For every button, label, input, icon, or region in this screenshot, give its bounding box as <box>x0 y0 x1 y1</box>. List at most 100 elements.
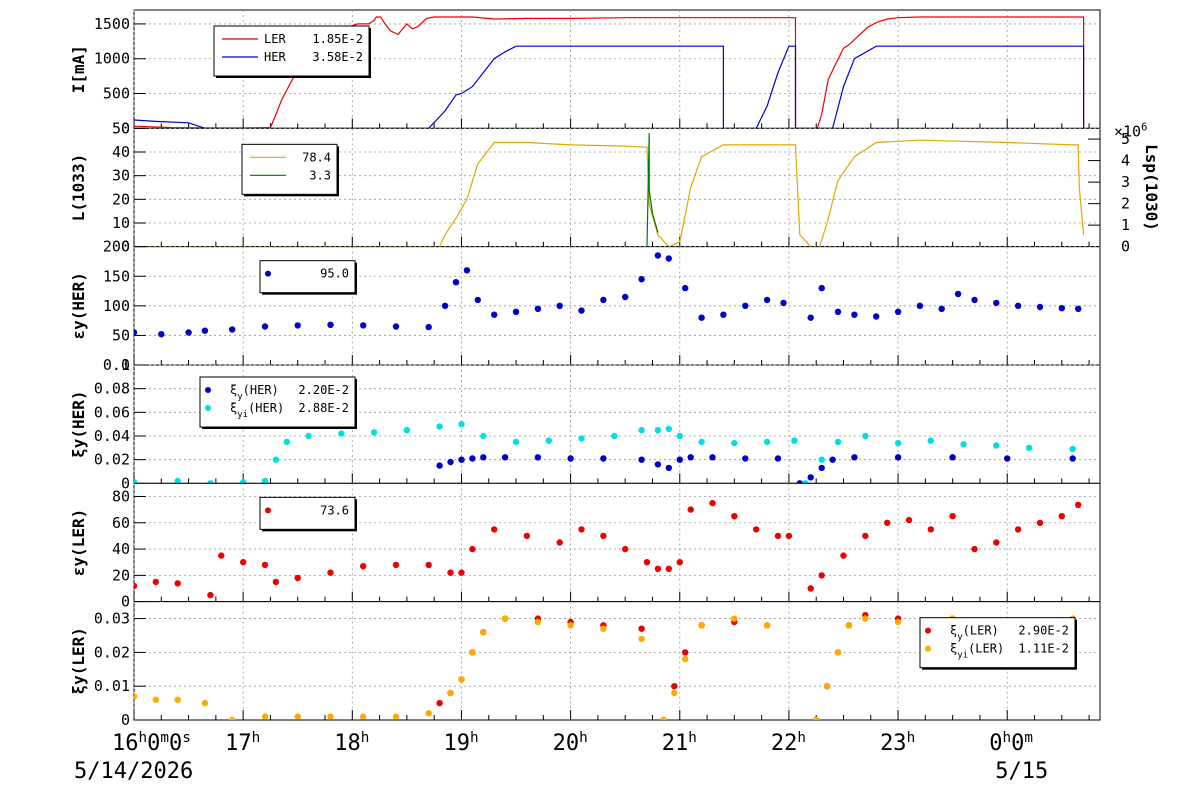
data-point <box>845 622 853 629</box>
x-tick-label: 16h0m0s <box>112 730 191 756</box>
legend-name: HER <box>264 50 286 64</box>
text-part: ) <box>1142 221 1161 231</box>
y-tick-label: 0 <box>121 593 130 611</box>
legend-value: 1.85E-2 <box>312 32 363 46</box>
x-tick-label: 20h <box>553 730 588 756</box>
data-point <box>272 456 280 463</box>
y-tick-label: 500 <box>103 85 130 103</box>
data-point <box>862 532 869 540</box>
data-point <box>534 305 542 312</box>
data-point <box>447 569 454 576</box>
legend-name: LER <box>264 32 286 46</box>
data-point <box>813 716 820 721</box>
data-point <box>1004 455 1011 462</box>
data-point <box>774 532 782 540</box>
data-point <box>1069 445 1076 453</box>
data-point <box>687 506 694 513</box>
text-part: h <box>688 730 697 746</box>
data-point <box>894 454 902 461</box>
data-point <box>441 302 449 309</box>
data-point <box>240 559 247 566</box>
data-point <box>851 311 858 318</box>
data-point <box>360 322 367 329</box>
text-part: 0 <box>1011 731 1024 756</box>
data-point <box>458 421 465 428</box>
data-point <box>949 454 956 461</box>
data-point <box>338 430 345 437</box>
y-tick-label: 50 <box>112 119 130 137</box>
data-point <box>676 432 683 440</box>
data-point <box>447 458 454 466</box>
data-point <box>480 628 487 636</box>
y-tick-label: 40 <box>112 540 130 558</box>
x-date-label: 5/14/2026 <box>74 759 193 784</box>
data-point <box>834 308 842 315</box>
data-point <box>425 710 432 717</box>
text-part: ξ <box>230 383 237 397</box>
text-part: (HER) <box>69 272 88 320</box>
data-point <box>294 713 301 720</box>
y-tick-label: 0.1 <box>103 356 130 374</box>
panel-1: 0 500 1000 1500 I[mA] LER 1.85E-2 HER 3.58E-2 <box>69 9 1101 137</box>
data-point <box>731 513 738 520</box>
data-point <box>272 578 280 586</box>
data-point <box>698 438 705 446</box>
data-point <box>873 313 880 320</box>
data-point <box>458 569 465 576</box>
data-point <box>687 454 694 461</box>
data-point <box>523 532 531 540</box>
series-line-2 <box>646 133 659 247</box>
text-part: h <box>907 730 916 746</box>
data-point <box>894 439 902 447</box>
data-point <box>834 649 842 656</box>
right-tick-label: 5 <box>1121 130 1130 148</box>
y-tick-label: 20 <box>112 566 130 584</box>
y-tick-label: 0 <box>121 711 130 729</box>
data-point <box>327 321 334 328</box>
data-point <box>1014 302 1022 309</box>
data-point <box>152 578 159 586</box>
data-point <box>501 615 509 622</box>
data-point <box>436 423 443 430</box>
text-part: y <box>69 557 88 567</box>
data-point <box>720 311 727 318</box>
text-part: 17 <box>225 731 252 756</box>
legend-value: 2.90E-2 <box>1018 624 1069 638</box>
text-part: 0 <box>989 731 1002 756</box>
data-point <box>954 290 962 298</box>
data-point <box>185 329 192 336</box>
text-part: 33 <box>69 163 88 182</box>
text-part: ) <box>69 154 88 164</box>
data-point <box>818 284 825 292</box>
data-point <box>534 454 542 461</box>
data-point <box>774 455 782 462</box>
data-point <box>905 516 913 524</box>
text-part: (LER) <box>968 642 1004 656</box>
data-point <box>671 689 678 697</box>
data-point <box>654 565 662 572</box>
y-tick-label: 0.02 <box>94 643 130 661</box>
data-layer <box>134 133 1085 247</box>
text-part: m <box>1024 730 1033 746</box>
data-point <box>360 713 367 720</box>
legend-name: ξyi(HER) <box>230 401 284 420</box>
text-part: m <box>160 730 169 746</box>
legend-dot-swatch <box>205 387 211 393</box>
text-part: h <box>1002 730 1011 746</box>
text-part: h <box>797 730 806 746</box>
data-point <box>807 585 814 592</box>
data-point <box>802 480 809 484</box>
data-point <box>469 545 476 553</box>
data-point <box>425 323 432 331</box>
y-axis-title: ξy(HER) <box>69 390 88 457</box>
legend-value: 73.6 <box>320 503 349 517</box>
data-point <box>600 532 607 540</box>
data-point <box>201 699 209 707</box>
data-point <box>501 454 509 461</box>
right-tick-label: 1 <box>1121 216 1130 234</box>
x-tick-label: 19h <box>443 730 478 756</box>
text-part: y <box>69 438 88 448</box>
data-point <box>993 539 1000 546</box>
text-part: Lsp(10 <box>1142 144 1161 202</box>
